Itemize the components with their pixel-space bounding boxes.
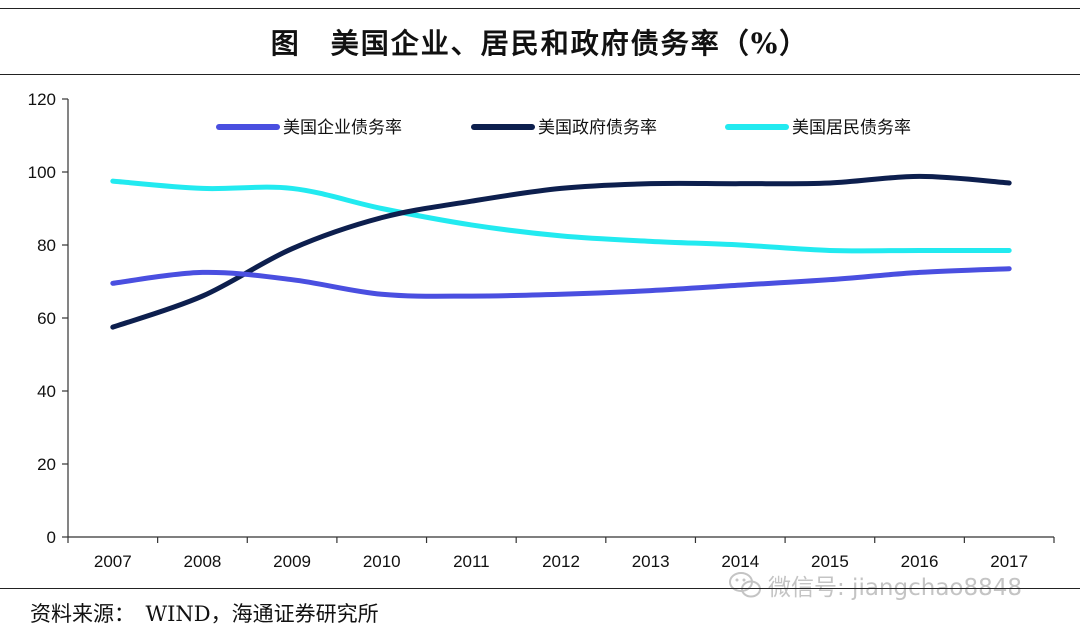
series-lines <box>110 173 1012 330</box>
line-chart: 0 20 40 60 80 100 120 2007 2008 2009 2010 2011 2012 2… <box>28 90 1055 571</box>
y-tick-label: 20 <box>37 455 56 474</box>
wechat-icon <box>729 572 761 598</box>
government-debt-line <box>110 173 1012 330</box>
household-debt-line <box>110 178 1012 254</box>
y-tick-label: 60 <box>37 309 56 328</box>
x-tick-label: 2013 <box>632 552 670 571</box>
x-tick-label: 2007 <box>94 552 132 571</box>
legend-label: 美国居民债务率 <box>792 118 911 138</box>
y-tick-label: 120 <box>28 90 56 109</box>
y-tick-label: 80 <box>37 236 56 255</box>
x-tick-label: 2011 <box>453 552 490 571</box>
axes: 0 20 40 60 80 100 120 2007 2008 2009 2010 2011 2012 2… <box>28 90 1055 571</box>
x-tick-label: 2012 <box>542 552 580 571</box>
legend-label: 美国企业债务率 <box>283 118 402 138</box>
x-tick-label: 2015 <box>811 552 849 571</box>
x-tick-label: 2009 <box>273 552 311 571</box>
legend-label: 美国政府债务率 <box>538 118 657 138</box>
watermark: 微信号: jiangchao8848 <box>728 568 1022 602</box>
top-rule <box>0 8 1080 9</box>
chart-title: 图 美国企业、居民和政府债务率（%） <box>270 27 810 60</box>
title-rule <box>0 74 1080 75</box>
legend: 美国企业债务率 美国政府债务率 美国居民债务率 <box>216 118 911 138</box>
source-note: 资料来源： WIND，海通证券研究所 <box>30 602 379 626</box>
watermark-text: 微信号: jiangchao8848 <box>768 575 1023 601</box>
y-tick-label: 40 <box>37 382 56 401</box>
bottom-rule <box>0 588 1080 589</box>
corporate-debt-line <box>110 266 1012 299</box>
x-tick-label: 2010 <box>363 552 401 571</box>
x-tick-label: 2014 <box>721 552 759 571</box>
x-tick-label: 2008 <box>184 552 222 571</box>
y-tick-label: 0 <box>47 528 56 547</box>
x-tick-label: 2017 <box>990 552 1028 571</box>
x-tick-label: 2016 <box>901 552 939 571</box>
y-tick-label: 100 <box>28 163 56 182</box>
